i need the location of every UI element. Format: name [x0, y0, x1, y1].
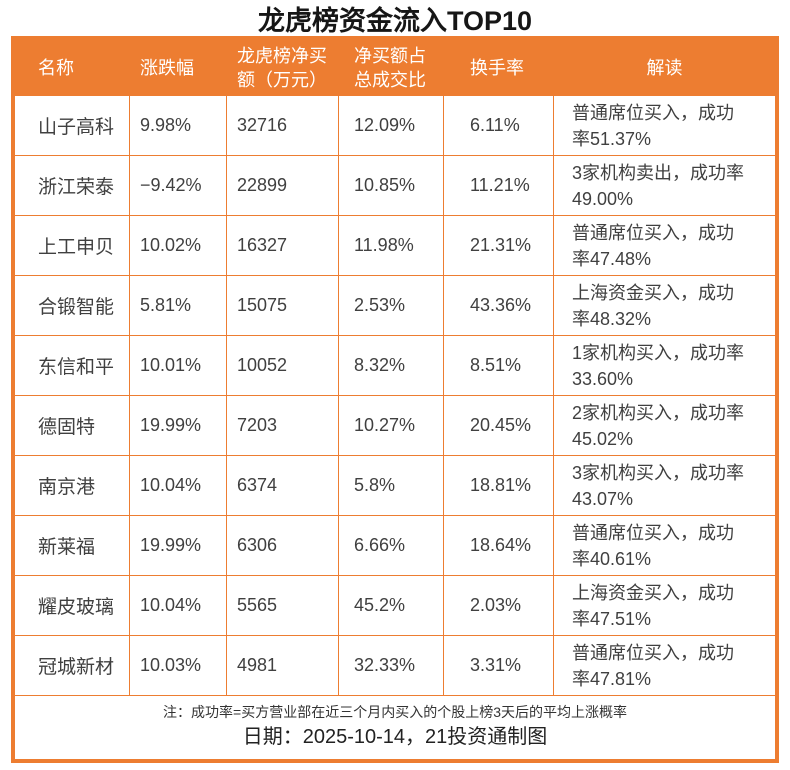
header-net-buy-amount: 龙虎榜净买额（万元）	[226, 39, 339, 96]
top10-table: 名称 涨跌幅 龙虎榜净买额（万元） 净买额占总成交比 换手率 解读 山子高科 9.…	[11, 36, 779, 763]
cell-name: 合锻智能	[14, 275, 130, 336]
cell-net-buy-amount: 7203	[226, 395, 339, 456]
cell-interpretation: 2家机构买入，成功率45.02%	[553, 395, 776, 456]
table-row: 上工申贝 10.02% 16327 11.98% 21.31% 普通席位买入，成功率47.…	[14, 215, 776, 276]
cell-turnover-rate: 3.31%	[443, 635, 554, 696]
cell-net-buy-ratio: 6.66%	[338, 515, 444, 576]
cell-interpretation: 3家机构买入，成功率43.07%	[553, 455, 776, 516]
table-row: 德固特 19.99% 7203 10.27% 20.45% 2家机构买入，成功率45.02…	[14, 395, 776, 456]
table-body: 山子高科 9.98% 32716 12.09% 6.11% 普通席位买入，成功率51.37…	[14, 95, 776, 696]
cell-interpretation: 上海资金买入，成功率47.51%	[553, 575, 776, 636]
cell-net-buy-amount: 22899	[226, 155, 339, 216]
cell-name: 德固特	[14, 395, 130, 456]
table-row: 冠城新材 10.03% 4981 32.33% 3.31% 普通席位买入，成功率47.81…	[14, 635, 776, 696]
table-row: 耀皮玻璃 10.04% 5565 45.2% 2.03% 上海资金买入，成功率47.51%	[14, 575, 776, 636]
cell-change-pct: 10.04%	[129, 455, 227, 516]
cell-interpretation: 普通席位买入，成功率47.81%	[553, 635, 776, 696]
cell-interpretation: 3家机构卖出，成功率49.00%	[553, 155, 776, 216]
cell-net-buy-amount: 6306	[226, 515, 339, 576]
footnote-text: 注：成功率=买方营业部在近三个月内买入的个股上榜3天后的平均上涨概率	[163, 704, 627, 720]
table-row: 东信和平 10.01% 10052 8.32% 8.51% 1家机构买入，成功率33.60…	[14, 335, 776, 396]
cell-turnover-rate: 43.36%	[443, 275, 554, 336]
cell-name: 上工申贝	[14, 215, 130, 276]
cell-interpretation: 1家机构买入，成功率33.60%	[553, 335, 776, 396]
cell-name: 冠城新材	[14, 635, 130, 696]
page-title: 龙虎榜资金流入TOP10	[257, 6, 533, 36]
cell-interpretation: 普通席位买入，成功率47.48%	[553, 215, 776, 276]
header-name: 名称	[14, 39, 130, 96]
cell-turnover-rate: 18.64%	[443, 515, 554, 576]
cell-turnover-rate: 6.11%	[443, 95, 554, 156]
cell-net-buy-amount: 5565	[226, 575, 339, 636]
cell-net-buy-ratio: 10.85%	[338, 155, 444, 216]
cell-net-buy-ratio: 8.32%	[338, 335, 444, 396]
cell-change-pct: 19.99%	[129, 515, 227, 576]
cell-net-buy-ratio: 12.09%	[338, 95, 444, 156]
header-interpretation: 解读	[553, 39, 776, 96]
header-row: 名称 涨跌幅 龙虎榜净买额（万元） 净买额占总成交比 换手率 解读	[14, 39, 776, 96]
footnote-cell: 注：成功率=买方营业部在近三个月内买入的个股上榜3天后的平均上涨概率 日期：20…	[14, 695, 776, 760]
cell-net-buy-amount: 16327	[226, 215, 339, 276]
table-row: 合锻智能 5.81% 15075 2.53% 43.36% 上海资金买入，成功率48.32…	[14, 275, 776, 336]
cell-change-pct: −9.42%	[129, 155, 227, 216]
header-net-buy-ratio: 净买额占总成交比	[338, 39, 444, 96]
cell-net-buy-amount: 4981	[226, 635, 339, 696]
table-row: 南京港 10.04% 6374 5.8% 18.81% 3家机构买入，成功率43.07%	[14, 455, 776, 516]
table-row: 山子高科 9.98% 32716 12.09% 6.11% 普通席位买入，成功率51.37…	[14, 95, 776, 156]
cell-change-pct: 10.04%	[129, 575, 227, 636]
cell-interpretation: 普通席位买入，成功率51.37%	[553, 95, 776, 156]
cell-net-buy-ratio: 10.27%	[338, 395, 444, 456]
cell-turnover-rate: 8.51%	[443, 335, 554, 396]
cell-turnover-rate: 18.81%	[443, 455, 554, 516]
cell-name: 东信和平	[14, 335, 130, 396]
cell-net-buy-ratio: 45.2%	[338, 575, 444, 636]
cell-net-buy-amount: 6374	[226, 455, 339, 516]
cell-net-buy-ratio: 5.8%	[338, 455, 444, 516]
header-turnover-rate: 换手率	[443, 39, 554, 96]
cell-net-buy-ratio: 2.53%	[338, 275, 444, 336]
cell-net-buy-amount: 15075	[226, 275, 339, 336]
data-table: 名称 涨跌幅 龙虎榜净买额（万元） 净买额占总成交比 换手率 解读 山子高科 9.…	[14, 39, 776, 760]
cell-name: 新莱福	[14, 515, 130, 576]
header-change-pct: 涨跌幅	[129, 39, 227, 96]
cell-interpretation: 普通席位买入，成功率40.61%	[553, 515, 776, 576]
cell-change-pct: 10.03%	[129, 635, 227, 696]
cell-turnover-rate: 21.31%	[443, 215, 554, 276]
cell-change-pct: 10.02%	[129, 215, 227, 276]
cell-name: 浙江荣泰	[14, 155, 130, 216]
cell-net-buy-amount: 32716	[226, 95, 339, 156]
cell-net-buy-amount: 10052	[226, 335, 339, 396]
cell-turnover-rate: 11.21%	[443, 155, 554, 216]
cell-net-buy-ratio: 11.98%	[338, 215, 444, 276]
cell-name: 耀皮玻璃	[14, 575, 130, 636]
cell-turnover-rate: 20.45%	[443, 395, 554, 456]
footer-row: 注：成功率=买方营业部在近三个月内买入的个股上榜3天后的平均上涨概率 日期：20…	[14, 695, 776, 760]
cell-name: 山子高科	[14, 95, 130, 156]
cell-turnover-rate: 2.03%	[443, 575, 554, 636]
cell-change-pct: 9.98%	[129, 95, 227, 156]
cell-change-pct: 19.99%	[129, 395, 227, 456]
table-row: 新莱福 19.99% 6306 6.66% 18.64% 普通席位买入，成功率40.61%	[14, 515, 776, 576]
date-line: 日期：2025-10-14，21投资通制图	[242, 726, 548, 748]
cell-name: 南京港	[14, 455, 130, 516]
cell-change-pct: 10.01%	[129, 335, 227, 396]
cell-change-pct: 5.81%	[129, 275, 227, 336]
table-row: 浙江荣泰 −9.42% 22899 10.85% 11.21% 3家机构卖出，成功率49.…	[14, 155, 776, 216]
cell-net-buy-ratio: 32.33%	[338, 635, 444, 696]
cell-interpretation: 上海资金买入，成功率48.32%	[553, 275, 776, 336]
